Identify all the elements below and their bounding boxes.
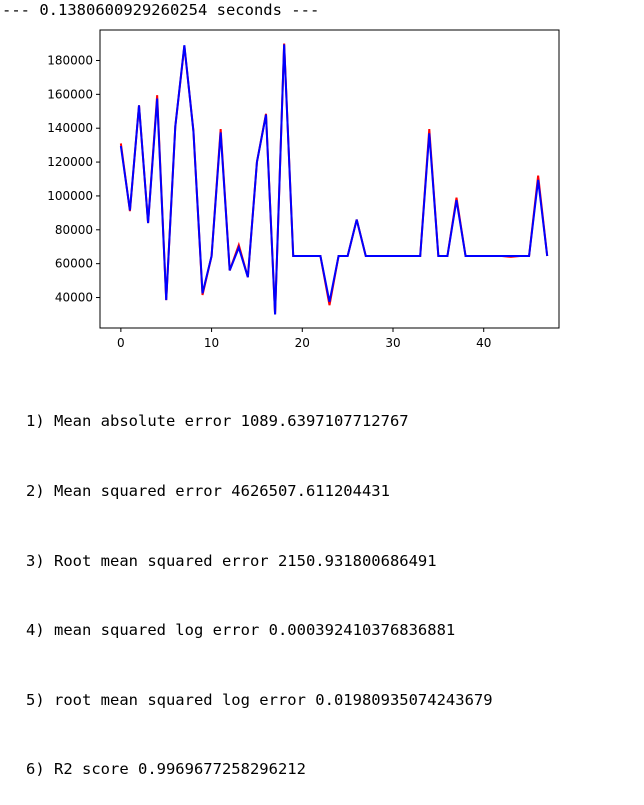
metric-line-rmse: 3) Root mean squared error 2150.93180068… bbox=[26, 551, 437, 570]
y-tick-label-5: 140000 bbox=[47, 121, 93, 135]
timing-output: --- 0.1380600929260254 seconds --- bbox=[2, 1, 320, 19]
y-tick-label-4: 120000 bbox=[47, 155, 93, 169]
series-line-1 bbox=[119, 44, 549, 315]
x-tick-label-1: 10 bbox=[204, 336, 219, 350]
x-tick-label-3: 30 bbox=[385, 336, 400, 350]
metric-line-mae: 1) Mean absolute error 1089.639710771276… bbox=[26, 412, 409, 431]
line-chart: 0 10 20 30 40 40000 60000 80000 100000 120000 140… bbox=[0, 24, 644, 360]
metrics-output: 1) Mean absolute error 1089.639710771276… bbox=[26, 364, 493, 805]
plot-lines bbox=[119, 43, 549, 315]
metric-line-mse: 2) Mean squared error 4626507.611204431 bbox=[26, 482, 390, 501]
y-tick-label-1: 60000 bbox=[55, 257, 93, 271]
x-tick-label-4: 40 bbox=[476, 336, 491, 350]
metric-line-rmsle: 5) root mean squared log error 0.0198093… bbox=[26, 690, 493, 709]
y-tick-label-6: 160000 bbox=[47, 87, 93, 101]
metric-line-r2: 6) R2 score 0.9969677258296212 bbox=[26, 760, 306, 779]
x-tick-label-0: 0 bbox=[117, 336, 125, 350]
y-tick-label-3: 100000 bbox=[47, 189, 93, 203]
plot-frame bbox=[99, 29, 560, 329]
x-axis: 0 10 20 30 40 bbox=[117, 328, 491, 350]
x-tick-label-2: 20 bbox=[295, 336, 310, 350]
y-tick-label-7: 180000 bbox=[47, 53, 93, 67]
chart-svg: 0 10 20 30 40 40000 60000 80000 100000 120000 140… bbox=[47, 29, 560, 350]
metric-line-msle: 4) mean squared log error 0.000392410376… bbox=[26, 621, 456, 640]
y-axis: 40000 60000 80000 100000 120000 140000 160000 1… bbox=[47, 53, 100, 305]
y-tick-label-0: 40000 bbox=[55, 291, 93, 305]
y-tick-label-2: 80000 bbox=[55, 223, 93, 237]
